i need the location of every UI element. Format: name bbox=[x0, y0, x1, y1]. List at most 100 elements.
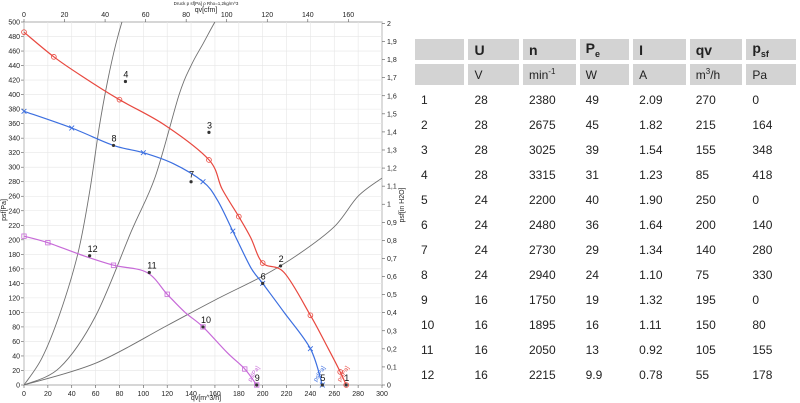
data-point-marker bbox=[307, 345, 314, 352]
operating-point-dot bbox=[201, 325, 205, 329]
data-point-marker bbox=[337, 369, 344, 375]
data-point-marker bbox=[21, 233, 27, 239]
table-cell: 24 bbox=[474, 217, 488, 232]
y-right-tick-label: 1,6 bbox=[387, 93, 397, 100]
table-cell: 150 bbox=[695, 317, 716, 332]
y-left-tick-label: 480 bbox=[8, 34, 20, 41]
table-cell: 1.82 bbox=[639, 117, 663, 132]
table-cell: 330 bbox=[752, 267, 773, 282]
table-row: 6 24 2480 36 1.64 200 140 bbox=[415, 214, 796, 235]
table-cell: 195 bbox=[695, 292, 716, 307]
x-bottom-tick-label: 80 bbox=[116, 391, 124, 398]
y-left-tick-label: 140 bbox=[8, 281, 20, 288]
x-top-tick-label: 100 bbox=[221, 12, 233, 19]
operating-point-label: 8 bbox=[112, 133, 117, 143]
operating-point-label: 5 bbox=[320, 373, 325, 383]
y-left-tick-label: 180 bbox=[8, 252, 20, 259]
table-cell: 9 bbox=[421, 292, 428, 307]
table-cell: 1.34 bbox=[639, 242, 663, 257]
unit-cell-pressure: Pa bbox=[746, 64, 796, 85]
y-left-tick-label: 460 bbox=[8, 49, 20, 56]
unit-speed-superscript: -1 bbox=[548, 67, 556, 76]
operating-point-dot bbox=[147, 270, 151, 275]
table-cell: 49 bbox=[585, 92, 599, 107]
table-cell: 24 bbox=[474, 192, 488, 207]
y-left-tick-label: 320 bbox=[8, 150, 20, 157]
y-left-tick-label: 500 bbox=[8, 20, 20, 27]
header-cell-pressure: psf bbox=[746, 39, 796, 60]
y-right-axis-title: psf[in H2O] bbox=[399, 187, 406, 222]
table-cell: 85 bbox=[695, 167, 710, 182]
data-point-marker bbox=[200, 179, 206, 185]
data-point-marker bbox=[164, 291, 170, 297]
table-cell: 55 bbox=[695, 367, 710, 382]
x-top-tick-label: 160 bbox=[343, 12, 355, 19]
table-cell: 6 bbox=[421, 217, 428, 232]
y-right-tick-label: 0,5 bbox=[387, 292, 397, 299]
y-left-tick-label: 240 bbox=[8, 208, 20, 215]
table-cell: 2215 bbox=[528, 367, 556, 382]
header-cell-power: Pe bbox=[579, 39, 630, 60]
operating-point-label: 1 bbox=[344, 373, 349, 383]
plot-frame bbox=[23, 21, 383, 386]
series-line bbox=[23, 110, 323, 386]
y-right-tick-label: 1,8 bbox=[387, 57, 397, 64]
table-cell: 2480 bbox=[528, 217, 556, 232]
table-cell: 178 bbox=[752, 367, 773, 382]
table-cell: 1895 bbox=[528, 317, 556, 332]
y-right-tick-label: 1,5 bbox=[387, 111, 397, 118]
operating-point-dot bbox=[207, 130, 211, 134]
unit-cell-power: W bbox=[579, 64, 630, 85]
table-cell: 0.78 bbox=[639, 367, 663, 382]
table-cell: 3315 bbox=[528, 167, 556, 182]
x-bottom-tick-label: 100 bbox=[137, 391, 149, 398]
x-top-axis-title: qv[cfm] bbox=[195, 7, 218, 14]
table-cell: 11 bbox=[421, 342, 434, 357]
y-right-tick-label: 1,4 bbox=[387, 129, 397, 136]
series-line bbox=[23, 235, 258, 386]
table-row: 5 24 2200 40 1.90 250 0 bbox=[415, 189, 796, 210]
y-left-tick-label: 360 bbox=[8, 121, 20, 128]
table-cell: 24 bbox=[585, 267, 599, 282]
table-cell: 250 bbox=[695, 192, 716, 207]
header-power-subscript: e bbox=[594, 48, 600, 59]
operating-point-label: 7 bbox=[189, 170, 194, 180]
y-right-tick-label: 1 bbox=[387, 202, 391, 209]
table-cell: 200 bbox=[695, 217, 716, 232]
data-point-marker bbox=[343, 382, 350, 388]
fan-curve-chart-svg: 0204060801001201401601802002202402602803… bbox=[1, 1, 406, 402]
x-top-tick-label: 80 bbox=[182, 12, 190, 19]
data-point-marker bbox=[116, 96, 123, 103]
operating-point-label: 11 bbox=[147, 260, 156, 270]
table-row: 4 28 3315 31 1.23 85 418 bbox=[415, 164, 796, 185]
x-bottom-tick-label: 240 bbox=[305, 391, 317, 398]
y-right-tick-label: 0,3 bbox=[387, 328, 397, 335]
table-cell: 2380 bbox=[528, 92, 556, 107]
data-point-marker bbox=[200, 324, 206, 330]
table-cell: 16 bbox=[474, 292, 488, 307]
y-right-tick-label: 0,8 bbox=[387, 238, 397, 245]
header-cell-index bbox=[415, 39, 465, 60]
y-left-tick-label: 120 bbox=[8, 295, 20, 302]
operating-point-dot bbox=[88, 254, 92, 258]
table-cell: 13 bbox=[585, 342, 599, 357]
table-cell: 80 bbox=[752, 317, 766, 332]
table-row: 1 28 2380 49 2.09 270 0 bbox=[415, 89, 796, 110]
y-left-tick-label: 20 bbox=[12, 368, 20, 375]
table-cell: 16 bbox=[474, 342, 488, 357]
table-cell: 280 bbox=[752, 242, 773, 257]
operating-point-label: 6 bbox=[261, 271, 266, 281]
operating-point-label: 10 bbox=[201, 315, 211, 325]
operating-point-dot bbox=[189, 180, 193, 184]
table-cell: 3 bbox=[421, 142, 428, 157]
x-bottom-tick-label: 120 bbox=[161, 391, 173, 398]
table-cell: 105 bbox=[695, 342, 716, 357]
table-row: 12 16 2215 9.9 0.78 55 178 bbox=[415, 364, 796, 385]
table-cell: 0.92 bbox=[639, 342, 663, 357]
table-cell: 36 bbox=[585, 217, 599, 232]
table-cell: 0 bbox=[752, 192, 760, 207]
table-cell: 12 bbox=[421, 367, 435, 382]
table-row: 8 24 2940 24 1.10 75 330 bbox=[415, 264, 796, 285]
table-cell: 155 bbox=[752, 342, 773, 357]
table-row: 10 16 1895 16 1.11 150 80 bbox=[415, 314, 796, 335]
